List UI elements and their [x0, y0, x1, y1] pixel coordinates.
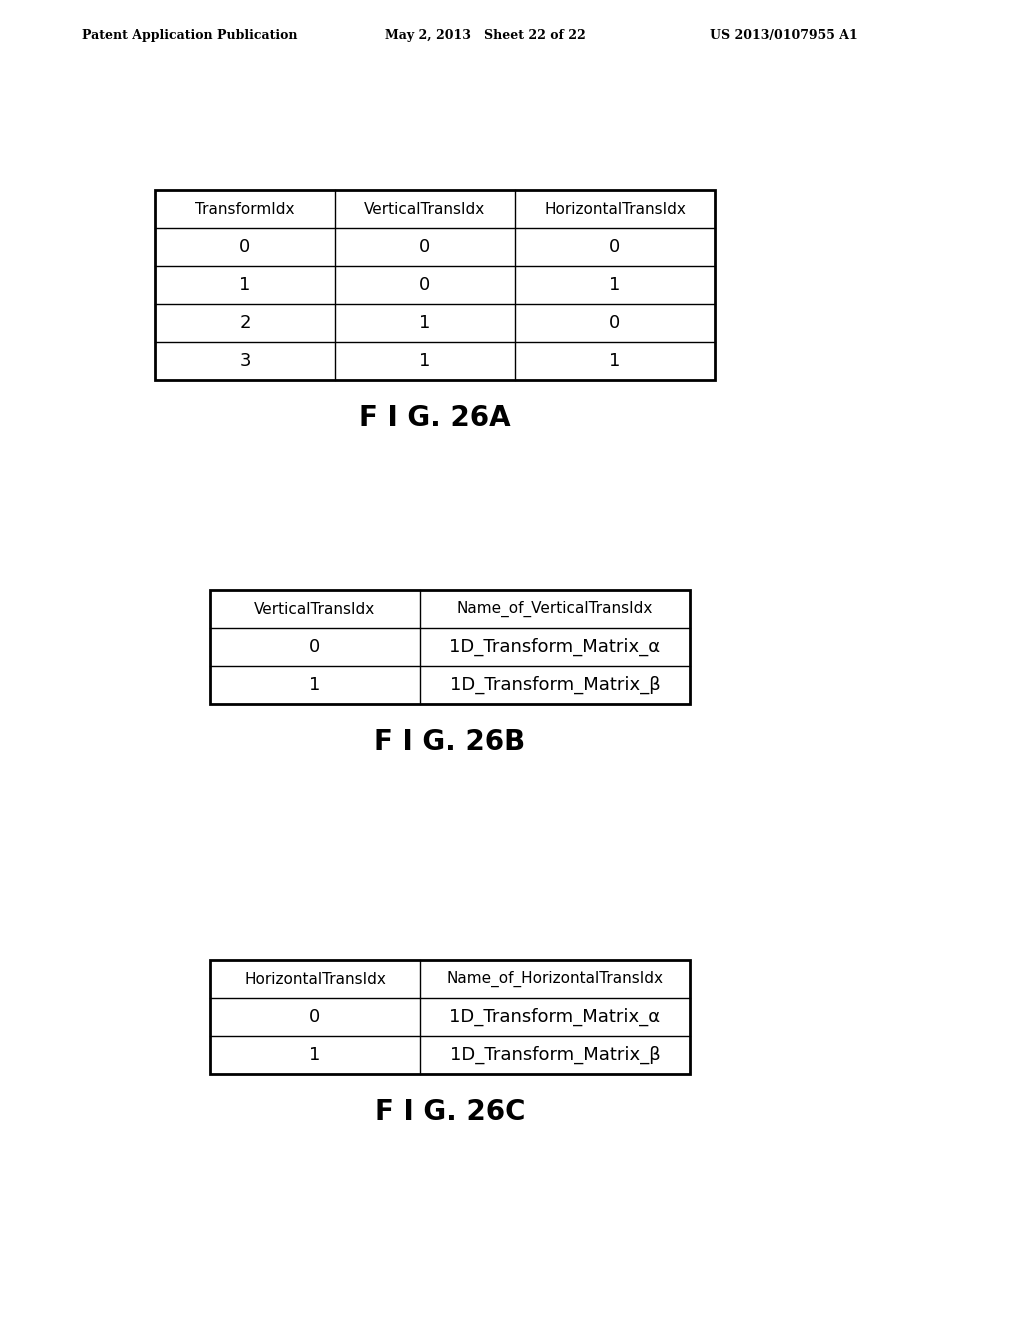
Bar: [210, 590, 690, 704]
Text: 1: 1: [309, 676, 321, 694]
Text: F I G. 26A: F I G. 26A: [359, 404, 511, 432]
Text: 0: 0: [420, 238, 431, 256]
Text: 1: 1: [419, 352, 431, 370]
Text: 0: 0: [240, 238, 251, 256]
Text: 1D_Transform_Matrix_α: 1D_Transform_Matrix_α: [450, 638, 660, 656]
Text: 3: 3: [240, 352, 251, 370]
Text: Name_of_VerticalTransIdx: Name_of_VerticalTransIdx: [457, 601, 653, 618]
Bar: [210, 960, 690, 1074]
Text: VerticalTransIdx: VerticalTransIdx: [365, 202, 485, 216]
Text: 1: 1: [309, 1045, 321, 1064]
Bar: [155, 190, 715, 380]
Text: 1D_Transform_Matrix_β: 1D_Transform_Matrix_β: [450, 676, 660, 694]
Text: 0: 0: [420, 276, 431, 294]
Text: TransformIdx: TransformIdx: [196, 202, 295, 216]
Text: 1: 1: [609, 276, 621, 294]
Text: F I G. 26B: F I G. 26B: [375, 729, 525, 756]
Text: 0: 0: [309, 638, 321, 656]
Text: 0: 0: [609, 314, 621, 333]
Text: 2: 2: [240, 314, 251, 333]
Text: Name_of_HorizontalTransIdx: Name_of_HorizontalTransIdx: [446, 972, 664, 987]
Text: VerticalTransIdx: VerticalTransIdx: [254, 602, 376, 616]
Text: 1: 1: [240, 276, 251, 294]
Text: US 2013/0107955 A1: US 2013/0107955 A1: [710, 29, 858, 41]
Text: 1: 1: [419, 314, 431, 333]
Text: May 2, 2013   Sheet 22 of 22: May 2, 2013 Sheet 22 of 22: [385, 29, 586, 41]
Text: 0: 0: [309, 1008, 321, 1026]
Text: 1D_Transform_Matrix_α: 1D_Transform_Matrix_α: [450, 1008, 660, 1026]
Text: 1: 1: [609, 352, 621, 370]
Text: HorizontalTransIdx: HorizontalTransIdx: [244, 972, 386, 986]
Text: F I G. 26C: F I G. 26C: [375, 1098, 525, 1126]
Text: HorizontalTransIdx: HorizontalTransIdx: [544, 202, 686, 216]
Text: 0: 0: [609, 238, 621, 256]
Text: Patent Application Publication: Patent Application Publication: [82, 29, 298, 41]
Text: 1D_Transform_Matrix_β: 1D_Transform_Matrix_β: [450, 1045, 660, 1064]
